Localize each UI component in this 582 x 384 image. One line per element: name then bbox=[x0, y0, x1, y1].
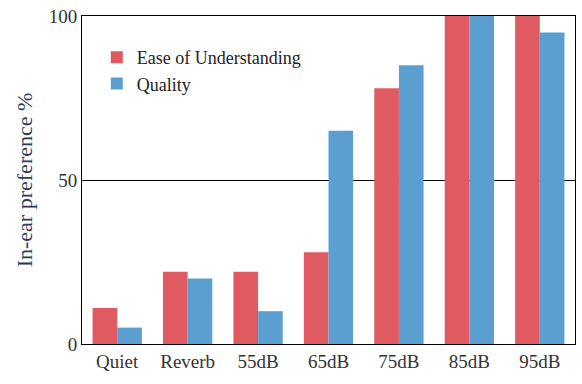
svg-text:Ease of Understanding: Ease of Understanding bbox=[137, 48, 301, 68]
svg-text:95dB: 95dB bbox=[519, 351, 560, 372]
svg-text:Reverb: Reverb bbox=[160, 351, 215, 372]
svg-text:75dB: 75dB bbox=[378, 351, 419, 372]
svg-text:55dB: 55dB bbox=[237, 351, 278, 372]
svg-text:85dB: 85dB bbox=[449, 351, 490, 372]
svg-text:Quality: Quality bbox=[137, 75, 191, 95]
svg-text:100: 100 bbox=[49, 6, 78, 27]
svg-text:Quiet: Quiet bbox=[96, 351, 139, 372]
svg-text:0: 0 bbox=[68, 334, 78, 355]
svg-text:65dB: 65dB bbox=[308, 351, 349, 372]
svg-text:In-ear preference %: In-ear preference % bbox=[12, 93, 37, 268]
svg-text:50: 50 bbox=[58, 170, 77, 191]
